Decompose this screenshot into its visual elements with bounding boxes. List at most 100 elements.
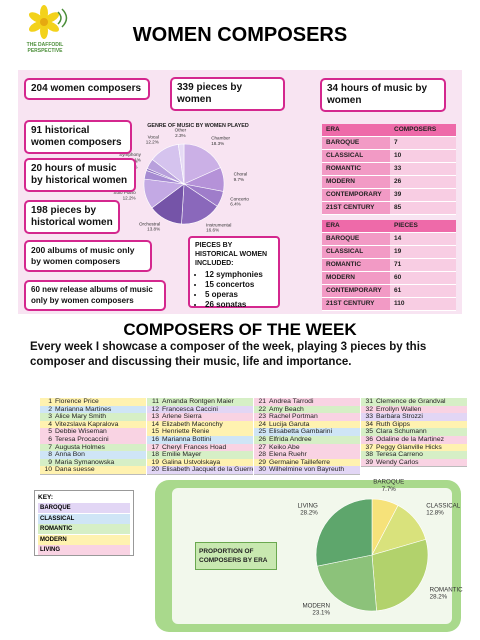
- composer-number: 24: [258, 420, 266, 428]
- composer-number: 6: [48, 436, 52, 443]
- slice-value-label: 23.1%: [312, 610, 330, 617]
- composer-name: Debbie Wiseman: [55, 428, 107, 436]
- composer-number: 31: [365, 398, 373, 405]
- pieces-item: 12 symphonies: [205, 270, 273, 280]
- composer-name: Anna Bon: [55, 451, 85, 459]
- key-item: ROMANTIC: [38, 524, 130, 534]
- stat-box: 91 historical women composers: [24, 120, 132, 154]
- slice-label: CLASSICAL: [426, 502, 461, 509]
- table-era: ROMANTIC: [322, 163, 390, 176]
- composer-name: Arlene Sierra: [162, 413, 202, 421]
- stat-box: 20 hours of music by historical women: [24, 158, 136, 192]
- composer-name: Henriette Renie: [162, 428, 210, 436]
- composer-number: 3: [48, 413, 52, 421]
- table-header: COMPOSERS: [390, 124, 456, 137]
- table-era: CLASSICAL: [322, 246, 390, 259]
- composer-number: 2: [48, 405, 52, 413]
- table-value: 39: [390, 189, 456, 202]
- chart-title: GENRE OF MUSIC BY WOMEN PLAYED: [147, 123, 249, 129]
- composer-name: Germaine Tailleferre: [269, 458, 331, 466]
- composer-name: Clara Schumann: [376, 428, 427, 436]
- composer-name: Vitezslava Kapralova: [55, 420, 119, 428]
- composer-number: 39: [365, 458, 373, 466]
- composer-number: 25: [258, 428, 266, 436]
- composer-name: Cheryl Frances Hoad: [162, 443, 227, 451]
- composer-number: 19: [151, 458, 159, 466]
- slice-label: Chamber: [211, 136, 230, 141]
- composer-number: 12: [151, 405, 159, 413]
- pieces-list: 12 symphonies15 concertos5 operas26 sona…: [195, 270, 273, 310]
- composer-name: Marianna Martines: [55, 405, 112, 413]
- composer-name: Elizabeth Maconchy: [162, 420, 223, 428]
- pie-slice: [315, 498, 373, 567]
- composer-name: Peggy Glanville Hicks: [376, 443, 442, 451]
- composer-entry: 10 Dana suesse: [40, 466, 146, 475]
- table-value: 110: [390, 298, 456, 311]
- pieces-box-title: PIECES BY HISTORICAL WOMEN INCLUDED:: [195, 242, 268, 267]
- table-era: MODERN: [322, 176, 390, 189]
- composer-number: 36: [365, 436, 373, 443]
- slice-value-label: 6.4%: [230, 202, 240, 207]
- slice-value-label: 2.3%: [175, 133, 185, 138]
- composer-name: Wilhelmine von Bayreuth: [269, 466, 345, 474]
- slice-label: LIVING: [297, 502, 317, 509]
- composer-name: Alice Mary Smith: [55, 413, 106, 421]
- composer-number: 22: [258, 405, 266, 413]
- section-text: Every week I showcase a composer of the …: [30, 341, 427, 368]
- table-era: 21ST CENTURY: [322, 202, 390, 215]
- slice-value-label: 18.3%: [211, 141, 224, 146]
- composer-name: Amy Beach: [269, 405, 304, 413]
- table-value: 10: [390, 150, 456, 163]
- slice-label: Orchestral: [139, 221, 160, 226]
- composer-name: Teresa Carreno: [376, 451, 423, 459]
- composer-number: 37: [365, 443, 373, 451]
- table-value: 33: [390, 163, 456, 176]
- table-value: 26: [390, 176, 456, 189]
- composer-number: 11: [151, 398, 159, 405]
- key-items: BAROQUE CLASSICAL ROMANTIC MODERN LIVING: [38, 503, 130, 555]
- slice-label: Concerto: [230, 196, 249, 201]
- composer-number: 23: [258, 413, 266, 421]
- composer-name: Florence Price: [55, 398, 99, 405]
- composer-number: 29: [258, 458, 266, 466]
- composer-name: Dana suesse: [55, 466, 95, 474]
- key-item: MODERN: [38, 534, 130, 545]
- slice-value-label: 12.2%: [146, 140, 159, 145]
- slice-value-label: 4.1%: [130, 157, 140, 162]
- stat-box: 339 pieces by women: [170, 77, 285, 111]
- composer-number: 18: [151, 451, 159, 459]
- table-era: MODERN: [322, 272, 390, 285]
- composer-number: 7: [48, 443, 52, 451]
- slice-label: Solo Piano: [113, 190, 136, 195]
- composer-number: 30: [258, 466, 266, 474]
- slice-label: Instrumental: [206, 222, 231, 227]
- table-era: ROMANTIC: [322, 259, 390, 272]
- composer-number: 13: [151, 413, 159, 421]
- slice-label: Vocal: [148, 134, 159, 139]
- composer-name: Andrea Tarrodi: [269, 398, 314, 405]
- slice-label: ROMANTIC: [430, 586, 464, 593]
- composer-name: Marianna Bottini: [162, 436, 212, 443]
- composer-name: Francesca Caccini: [162, 405, 218, 413]
- composer-number: 10: [44, 466, 52, 474]
- composer-number: 8: [48, 451, 52, 459]
- logo: [28, 5, 68, 39]
- stat-box: 198 pieces by historical women: [24, 200, 120, 234]
- table-value: 85: [390, 202, 456, 215]
- key-item: LIVING: [38, 545, 130, 555]
- composer-name: Wendy Carlos: [376, 458, 419, 466]
- composer-number: 4: [48, 420, 52, 428]
- composer-name: Elfrida Andree: [269, 436, 312, 443]
- slice-label: Other: [175, 128, 187, 133]
- pieces-item: 5 operas: [205, 290, 273, 300]
- composer-name: Odaline de la Martinez: [376, 436, 445, 443]
- slice-value-label: 28.2%: [430, 593, 448, 600]
- composer-name: Elisabetta Gambarini: [269, 428, 333, 436]
- slice-value-label: 7.7%: [382, 486, 397, 493]
- key-box: KEY: BAROQUE CLASSICAL ROMANTIC MODERN LIVIN…: [34, 490, 134, 556]
- table-header: ERA: [322, 124, 390, 137]
- slice-label: Symphony: [119, 152, 141, 157]
- slice-label: Choral: [234, 172, 248, 177]
- slice-value-label: 12.8%: [426, 509, 444, 516]
